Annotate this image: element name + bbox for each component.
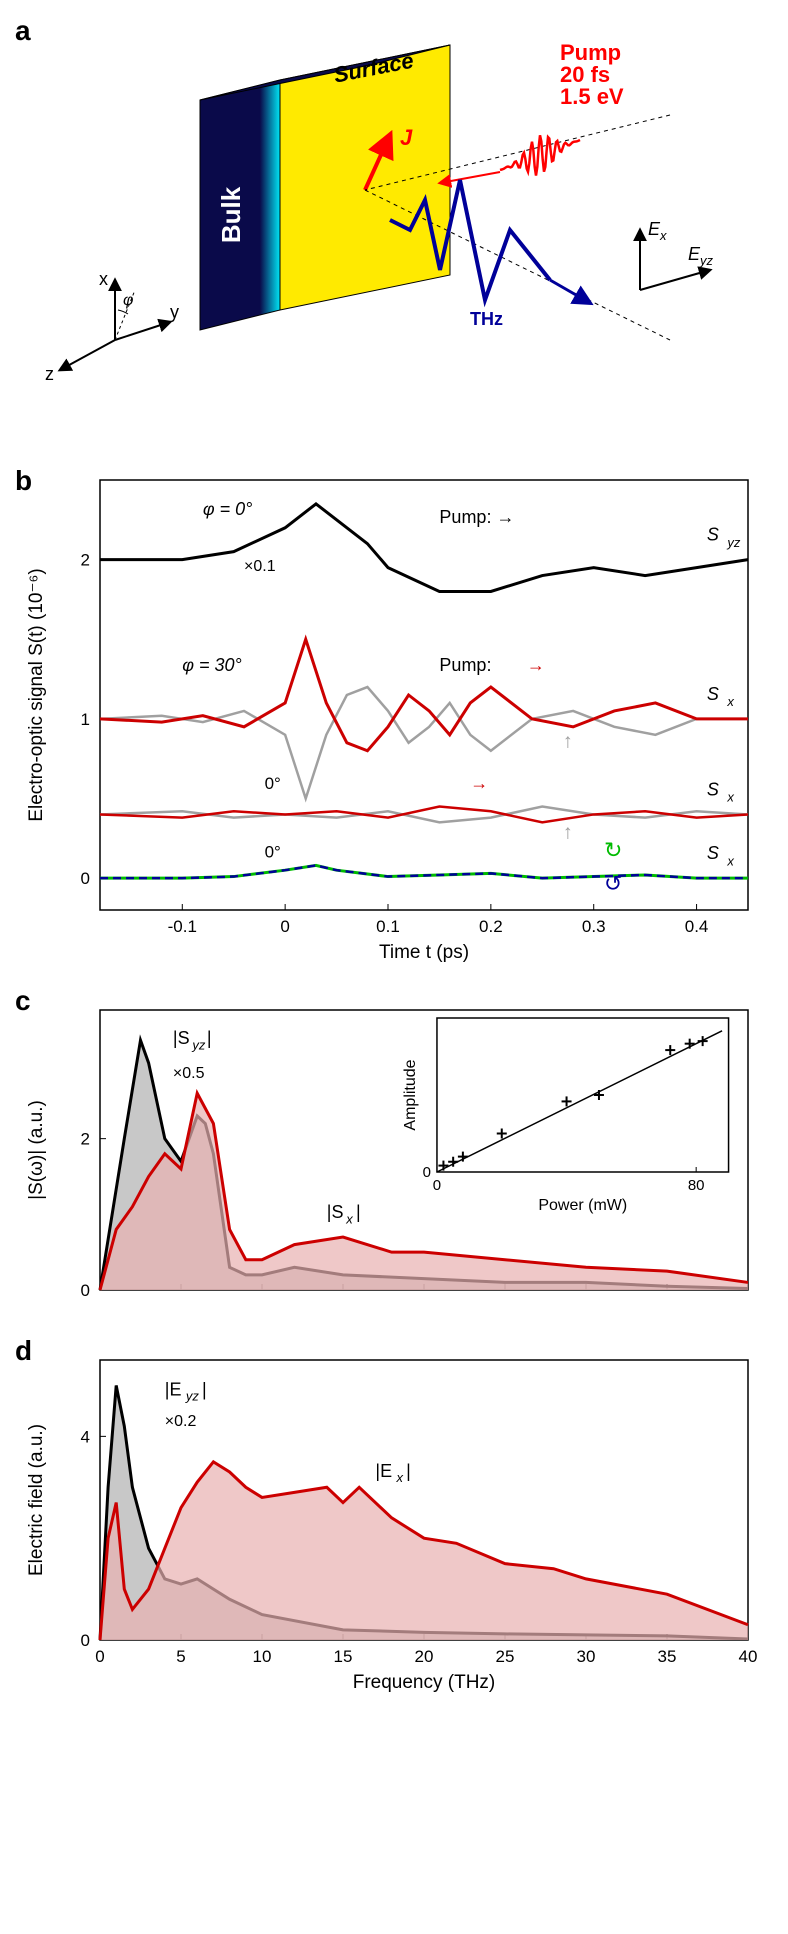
svg-text:2: 2 (81, 1130, 90, 1149)
svg-text:20: 20 (415, 1647, 434, 1666)
panel-b-svg: -0.1 0 0.1 0.2 0.3 0.4 0 1 2 Time t (ps) Electro-o… (20, 470, 768, 970)
panel-a: a BulkSurfaceJPump20 fs1.5 eVTHzExEyzxyz… (20, 20, 768, 450)
svg-text:↺: ↺ (604, 871, 622, 896)
svg-text:x: x (345, 1211, 353, 1226)
svg-text:|E: |E (165, 1380, 182, 1400)
svg-text:Time t (ps): Time t (ps) (379, 942, 469, 963)
svg-text:Frequency (THz): Frequency (THz) (353, 1672, 496, 1693)
svg-text:J: J (400, 125, 413, 150)
svg-text:|: | (406, 1461, 411, 1481)
svg-text:10: 10 (253, 1647, 272, 1666)
panel-a-label: a (15, 15, 31, 47)
svg-text:↑: ↑ (563, 821, 573, 843)
svg-text:1.5 eV: 1.5 eV (560, 84, 624, 109)
panel-c-label: c (15, 985, 31, 1017)
svg-text:Amplitude: Amplitude (402, 1059, 419, 1130)
svg-text:Pump:: Pump: (439, 655, 491, 675)
svg-text:25: 25 (496, 1647, 515, 1666)
svg-text:0.4: 0.4 (685, 917, 709, 936)
svg-text:×0.1: ×0.1 (244, 558, 276, 575)
svg-text:0: 0 (423, 1164, 431, 1181)
svg-text:0: 0 (81, 1281, 90, 1300)
panel-d-label: d (15, 1335, 32, 1367)
svg-text:x: x (726, 694, 734, 709)
svg-text:→: → (527, 655, 545, 675)
svg-text:φ = 30°: φ = 30° (182, 655, 241, 675)
svg-text:Electric field (a.u.): Electric field (a.u.) (26, 1424, 47, 1576)
panel-a-svg: BulkSurfaceJPump20 fs1.5 eVTHzExEyzxyzφ (20, 20, 768, 450)
svg-text:yz: yz (699, 253, 714, 268)
svg-text:↑: ↑ (563, 731, 573, 753)
svg-text:S: S (707, 843, 719, 863)
svg-text:0°: 0° (265, 774, 281, 793)
svg-text:yz: yz (185, 1389, 200, 1404)
svg-text:×0.5: ×0.5 (173, 1065, 205, 1082)
svg-text:0: 0 (433, 1177, 441, 1194)
svg-text:0.2: 0.2 (479, 917, 503, 936)
svg-text:0.1: 0.1 (376, 917, 400, 936)
svg-text:15: 15 (334, 1647, 353, 1666)
svg-text:Pump: →: Pump: → (439, 507, 514, 527)
svg-text:80: 80 (688, 1177, 705, 1194)
panel-b-label: b (15, 465, 32, 497)
panel-b: b -0.100.10.20.30.4012Time t (ps)Electro… (20, 470, 768, 970)
svg-text:|S: |S (173, 1028, 190, 1048)
panel-d: d 051015202530354004Frequency (THz)Elect… (20, 1340, 768, 1700)
svg-text:5: 5 (176, 1647, 185, 1666)
svg-text:x: x (726, 853, 734, 868)
svg-text:↻: ↻ (604, 837, 622, 862)
svg-text:|: | (356, 1202, 361, 1222)
svg-text:40: 40 (739, 1647, 758, 1666)
svg-text:yz: yz (726, 535, 741, 550)
svg-text:→: → (470, 773, 488, 793)
svg-text:Power (mW): Power (mW) (538, 1197, 627, 1214)
svg-text:φ = 0°: φ = 0° (203, 499, 252, 519)
svg-text:Bulk: Bulk (216, 186, 246, 243)
svg-text:φ: φ (123, 292, 133, 309)
svg-text:30: 30 (577, 1647, 596, 1666)
panel-c-svg: 02|S(ω)| (a.u.)|Syz|×0.5|Sx|0800Power (m… (20, 990, 768, 1320)
svg-text:0°: 0° (265, 842, 281, 861)
svg-text:0: 0 (280, 917, 289, 936)
figure: a BulkSurfaceJPump20 fs1.5 eVTHzExEyzxyz… (20, 20, 768, 1710)
svg-text:|S(ω)| (a.u.): |S(ω)| (a.u.) (26, 1100, 47, 1200)
svg-text:4: 4 (81, 1427, 90, 1446)
svg-text:S: S (707, 525, 719, 545)
svg-text:|E: |E (375, 1461, 392, 1481)
svg-text:|S: |S (327, 1202, 344, 1222)
svg-text:S: S (707, 779, 719, 799)
svg-text:S: S (707, 684, 719, 704)
svg-text:THz: THz (470, 309, 503, 329)
svg-text:35: 35 (658, 1647, 677, 1666)
svg-text:-0.1: -0.1 (168, 917, 197, 936)
svg-text:|: | (207, 1028, 212, 1048)
svg-text:1: 1 (81, 710, 90, 729)
panel-c: c 02|S(ω)| (a.u.)|Syz|×0.5|Sx|0800Power … (20, 990, 768, 1320)
svg-text:y: y (170, 302, 179, 322)
svg-text:x: x (726, 790, 734, 805)
svg-text:0: 0 (81, 1631, 90, 1650)
svg-text:z: z (45, 364, 54, 384)
svg-text:0.3: 0.3 (582, 917, 606, 936)
svg-text:yz: yz (191, 1037, 206, 1052)
svg-text:×0.2: ×0.2 (165, 1413, 197, 1430)
svg-text:0: 0 (95, 1647, 104, 1666)
svg-text:|: | (202, 1380, 207, 1400)
svg-text:x: x (395, 1470, 403, 1485)
svg-text:2: 2 (81, 551, 90, 570)
panel-d-svg: 0 5 10 15 20 25 30 35 40 0 4 Frequency (THz) Electri… (20, 1340, 768, 1700)
svg-text:Electro-optic signal S(t) (10⁻: Electro-optic signal S(t) (10⁻⁶) (26, 568, 47, 821)
svg-text:x: x (659, 228, 667, 243)
svg-text:x: x (99, 269, 108, 289)
svg-text:0: 0 (81, 869, 90, 888)
